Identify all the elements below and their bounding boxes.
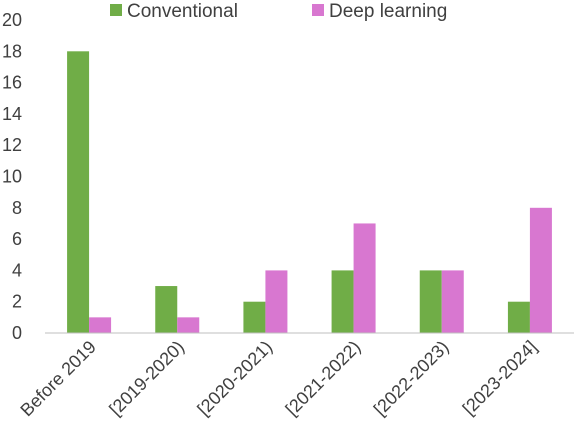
- x-tick-label: [2022-2023): [370, 337, 453, 420]
- y-tick-label: 0: [12, 323, 22, 343]
- x-tick-label: Before 2019: [16, 337, 99, 420]
- legend-swatch: [312, 4, 324, 16]
- x-tick-label: [2019-2020): [105, 337, 188, 420]
- y-axis: 0 2 4 6 8 10 12 14 16 18 20: [2, 10, 22, 343]
- bar-conventional: [507, 301, 530, 333]
- bar-deep-learning: [177, 317, 200, 333]
- bar-deep-learning: [353, 223, 376, 333]
- y-tick-label: 2: [12, 292, 22, 312]
- x-tick-label: [2021-2022): [282, 337, 365, 420]
- y-tick-label: 14: [2, 104, 22, 124]
- legend-label: Conventional: [127, 1, 238, 22]
- bar-deep-learning: [529, 207, 552, 333]
- legend: Conventional Deep learning: [110, 1, 447, 22]
- y-tick-label: 10: [2, 167, 22, 187]
- legend-swatch: [110, 4, 122, 16]
- bar-deep-learning: [265, 270, 288, 333]
- bar-conventional: [419, 270, 442, 333]
- bar-conventional: [331, 270, 354, 333]
- bars: [67, 51, 552, 334]
- bar-conventional: [67, 51, 90, 334]
- y-tick-label: 12: [2, 135, 22, 155]
- bar-deep-learning: [441, 270, 464, 333]
- y-tick-label: 20: [2, 10, 22, 30]
- x-tick-label: [2020-2021): [193, 337, 276, 420]
- bar-conventional: [243, 301, 266, 333]
- bar-deep-learning: [89, 317, 112, 333]
- bar-conventional: [155, 286, 178, 333]
- y-tick-label: 6: [12, 229, 22, 249]
- y-tick-label: 16: [2, 73, 22, 93]
- x-axis: Before 2019 [2019-2020) [2020-2021) [2021-2…: [16, 337, 540, 420]
- legend-label: Deep learning: [329, 1, 447, 22]
- y-tick-label: 18: [2, 41, 22, 61]
- x-tick-label: [2023-2024]: [459, 337, 541, 419]
- y-tick-label: 4: [12, 260, 22, 280]
- y-tick-label: 8: [12, 198, 22, 218]
